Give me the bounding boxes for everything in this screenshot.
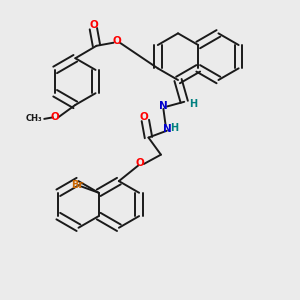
Text: O: O	[140, 112, 148, 122]
Text: H: H	[170, 123, 178, 133]
Text: H: H	[189, 99, 197, 109]
Text: O: O	[113, 36, 122, 46]
Text: N: N	[164, 124, 172, 134]
Text: Br: Br	[71, 180, 83, 190]
Text: O: O	[89, 20, 98, 30]
Text: CH₃: CH₃	[25, 114, 42, 123]
Text: N: N	[159, 101, 168, 111]
Text: O: O	[136, 158, 145, 168]
Text: O: O	[51, 112, 59, 122]
